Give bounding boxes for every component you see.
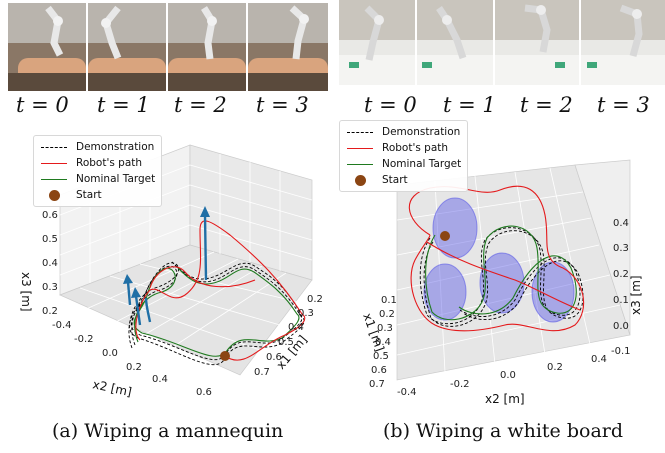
plot-b-y-tick-0.3: 0.3 (377, 323, 393, 334)
legend-a-start: Start (40, 187, 155, 203)
plot-a-z-axis-label: x3 [m] (19, 272, 33, 312)
plot-a-z-tick-0.6: 0.6 (42, 210, 58, 221)
plot-b-y-tick-0.1: 0.1 (381, 295, 397, 306)
mannequin-time-label-2: t = 2 (174, 93, 227, 117)
plot-a-z-tick-0.4: 0.4 (42, 258, 58, 269)
plot-b-target-ellipse-3 (479, 252, 525, 314)
whiteboard-frame-2 (495, 0, 579, 85)
plot-b-y-tick-0.5: 0.5 (373, 351, 389, 362)
plot-a-y-tick-0.3: 0.3 (298, 308, 314, 319)
plot-a-force-arrows (123, 206, 210, 326)
legend-b-start: Start (346, 172, 461, 188)
legend-b-demonstration: Demonstration (346, 124, 461, 140)
legend-a-robot-path-label: Robot's path (76, 157, 143, 169)
whiteboard-time-label-1: t = 1 (443, 93, 496, 117)
legend-b-demonstration-label: Demonstration (382, 126, 461, 138)
plot-a-start-marker (220, 351, 230, 361)
plot-a-grid (59, 154, 313, 359)
caption-a: (a) Wiping a mannequin (52, 420, 284, 442)
plot-a-robot-path-lines (135, 220, 306, 361)
plot-a-y-tick-0.4: 0.4 (288, 322, 304, 333)
whiteboard-time-label-0: t = 0 (364, 93, 417, 117)
plot-a-x-tick-0.6: 0.6 (196, 387, 212, 398)
legend-a-robot-path: Robot's path (40, 155, 155, 171)
plot-b-nominal-target-lines (425, 225, 577, 321)
mannequin-time-label-0: t = 0 (16, 93, 69, 117)
legend-a-nominal-target: Nominal Target (40, 171, 155, 187)
mannequin-plot-legend: Demonstration Robot's path Nominal Targe… (33, 135, 163, 207)
plot-b-x-axis-label: x2 [m] (485, 392, 525, 406)
plot-a-y-tick-0.2: 0.2 (307, 294, 323, 305)
whiteboard-frame-1 (417, 0, 493, 85)
plot-a-z-ticks: 0.6 0.5 0.4 0.3 0.2 (42, 210, 58, 317)
plot-b-side-pane (574, 159, 631, 336)
legend-b-start-label: Start (382, 174, 408, 186)
plot-a-x-axis-label: x2 [m] (91, 377, 133, 399)
whiteboard-photo-strip (339, 0, 665, 85)
plot-a-z-tick-0.3: 0.3 (42, 282, 58, 293)
plot-a-x-tick-neg0.2: -0.2 (74, 334, 94, 345)
legend-a-demonstration: Demonstration (40, 139, 155, 155)
legend-b-nominal-target-label: Nominal Target (382, 158, 462, 170)
plot-a-x-tick-0.2: 0.2 (126, 362, 142, 373)
mannequin-frame-1 (88, 3, 166, 91)
mannequin-frame-2 (168, 3, 246, 91)
plot-b-x-tick-neg0.2: -0.2 (450, 379, 470, 390)
plot-b-y-tick-0.2: 0.2 (379, 309, 395, 320)
plot-b-target-ellipse-2 (423, 263, 467, 321)
plot-a-y-ticks: 0.2 0.3 0.4 0.5 0.6 0.7 (254, 294, 323, 378)
whiteboard-time-label-3: t = 3 (597, 93, 650, 117)
plot-b-z-tick-0.0: 0.0 (613, 321, 629, 332)
plot-b-x-tick-0.0: 0.0 (500, 370, 516, 381)
plot-b-x-tick-0.4: 0.4 (591, 354, 607, 365)
legend-a-demonstration-label: Demonstration (76, 141, 155, 153)
whiteboard-time-label-2: t = 2 (520, 93, 573, 117)
plot-b-y-tick-0.6: 0.6 (371, 365, 387, 376)
plot-a-y-tick-0.5: 0.5 (278, 337, 294, 348)
plot-b-z-tick-0.3: 0.3 (613, 243, 629, 254)
plot-b-start-marker (440, 231, 450, 241)
legend-b-nominal-target: Nominal Target (346, 156, 461, 172)
plot-b-target-ellipse-1 (432, 197, 478, 259)
plot-b-z-tick-neg0.1: -0.1 (611, 346, 631, 357)
whiteboard-3d-plot: 0.1 0.2 0.3 0.4 0.5 0.6 0.7 -0.4 -0.2 0.… (360, 159, 643, 406)
whiteboard-frame-0 (339, 0, 415, 85)
plot-a-x-ticks: -0.4 -0.2 0.0 0.2 0.4 0.6 (52, 320, 212, 398)
plot-b-y-ticks: 0.1 0.2 0.3 0.4 0.5 0.6 0.7 (369, 295, 397, 390)
plot-a-y-tick-0.6: 0.6 (266, 352, 282, 363)
plot-b-x-ticks: -0.4 -0.2 0.0 0.2 0.4 (397, 354, 607, 398)
legend-a-start-label: Start (76, 189, 102, 201)
plot-b-y-tick-0.7: 0.7 (369, 379, 385, 390)
legend-b-robot-path-label: Robot's path (382, 142, 449, 154)
legend-a-nominal-target-label: Nominal Target (76, 173, 156, 185)
mannequin-photo-strip (8, 3, 328, 91)
plot-a-x-tick-0.0: 0.0 (102, 348, 118, 359)
plot-b-y-tick-0.4: 0.4 (375, 337, 391, 348)
plot-b-z-axis-label: x3 [m] (629, 275, 643, 315)
legend-b-robot-path: Robot's path (346, 140, 461, 156)
plot-b-z-ticks: -0.1 0.0 0.1 0.2 0.3 0.4 (611, 218, 631, 357)
mannequin-frame-3 (248, 3, 328, 91)
mannequin-time-label-1: t = 1 (97, 93, 150, 117)
plot-a-y-tick-0.7: 0.7 (254, 367, 270, 378)
whiteboard-frame-3 (581, 0, 665, 85)
caption-b: (b) Wiping a white board (383, 420, 624, 442)
mannequin-frame-0 (8, 3, 86, 91)
whiteboard-plot-legend: Demonstration Robot's path Nominal Targe… (339, 120, 469, 192)
plot-a-x-tick-0.4: 0.4 (152, 374, 168, 385)
mannequin-time-label-3: t = 3 (256, 93, 309, 117)
plot-b-z-tick-0.4: 0.4 (613, 218, 629, 229)
plot-a-x-tick-neg0.4: -0.4 (52, 320, 72, 331)
plot-b-z-tick-0.2: 0.2 (613, 269, 629, 280)
plot-b-x-tick-neg0.4: -0.4 (397, 387, 417, 398)
plot-a-z-tick-0.2: 0.2 (42, 306, 58, 317)
plot-b-z-tick-0.1: 0.1 (613, 295, 629, 306)
plot-b-x-tick-0.2: 0.2 (547, 362, 563, 373)
plot-a-z-tick-0.5: 0.5 (42, 234, 58, 245)
